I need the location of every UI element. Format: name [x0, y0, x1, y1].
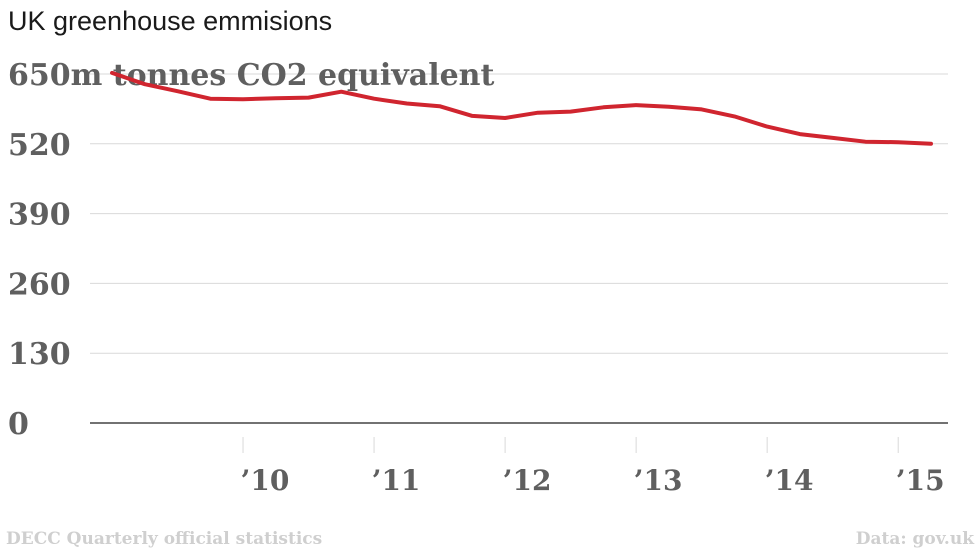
data-point — [798, 132, 802, 136]
x-tick-label: ’11 — [372, 464, 421, 497]
data-point — [929, 142, 933, 146]
x-tick-label: ’13 — [634, 464, 683, 497]
data-point — [896, 140, 900, 144]
y-tick-label: 390 — [8, 198, 71, 233]
data-point — [667, 105, 671, 109]
y-tick-label: 130 — [8, 337, 71, 372]
x-axis-ticks: ’10 ’11 ’12 ’13 ’14 ’15 — [241, 437, 945, 497]
data-point — [241, 97, 245, 101]
data-point — [438, 104, 442, 108]
series-layer — [110, 70, 933, 146]
data-point — [176, 89, 180, 93]
y-tick-label: 520 — [8, 128, 71, 163]
data-point — [470, 114, 474, 118]
data-point — [339, 90, 343, 94]
y-tick-label: 260 — [8, 267, 71, 302]
data-point — [765, 125, 769, 129]
data-point — [274, 96, 278, 100]
y-axis-ticks: 0 130 260 390 520 650m tonnes CO2 equivalent — [8, 58, 494, 442]
data-point — [732, 114, 736, 118]
data-point — [863, 140, 867, 144]
source-note: DECC Quarterly official statistics — [6, 529, 323, 549]
series-line — [110, 70, 933, 146]
data-point — [503, 116, 507, 120]
x-tick-label: ’12 — [503, 464, 552, 497]
chart-title: UK greenhouse emmisions — [8, 6, 333, 36]
data-credit: Data: gov.uk — [855, 529, 974, 549]
data-point — [110, 71, 114, 75]
data-point — [307, 96, 311, 100]
data-point — [143, 82, 147, 86]
y-axis-title: 650m tonnes CO2 equivalent — [8, 58, 494, 93]
x-tick-label: ’10 — [241, 464, 290, 497]
x-tick-label: ’14 — [765, 464, 814, 497]
data-point — [831, 136, 835, 140]
data-point — [405, 102, 409, 106]
gridlines — [90, 73, 948, 424]
data-point — [569, 110, 573, 114]
y-tick-label: 0 — [8, 407, 29, 442]
data-point — [208, 97, 212, 101]
data-point — [601, 105, 605, 109]
data-point — [536, 111, 540, 115]
data-point — [700, 107, 704, 111]
x-tick-label: ’15 — [896, 464, 945, 497]
data-point — [372, 97, 376, 101]
data-point — [634, 103, 638, 107]
